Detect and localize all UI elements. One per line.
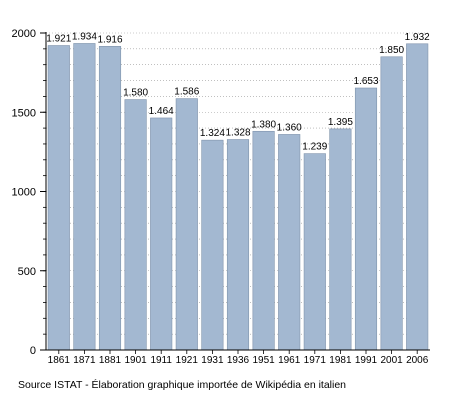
y-tick-label: 1000 — [12, 187, 36, 199]
value-label-1861: 1.921 — [46, 34, 71, 45]
x-tick-label-1881: 1881 — [99, 355, 122, 366]
bars — [47, 43, 429, 351]
x-tick-label-1931: 1931 — [201, 355, 224, 366]
x-tick-label-1971: 1971 — [304, 355, 327, 366]
x-tick-label-1911: 1911 — [150, 355, 172, 366]
value-label-1881: 1.916 — [97, 34, 122, 45]
x-tick-label-1951: 1951 — [252, 355, 275, 366]
bar-2006 — [406, 43, 429, 351]
value-label-1921: 1.586 — [174, 87, 199, 98]
x-tick-label-1981: 1981 — [329, 355, 352, 366]
y-tick-label: 500 — [18, 266, 36, 278]
value-label-2006: 1.932 — [405, 32, 430, 43]
value-label-1931: 1.324 — [200, 128, 225, 139]
x-tick-label-1991: 1991 — [355, 355, 378, 366]
x-tick-label-1921: 1921 — [176, 355, 199, 366]
y-tick-label: 0 — [30, 345, 36, 357]
x-tick-label-1961: 1961 — [278, 355, 301, 366]
x-tick-label-1871: 1871 — [73, 355, 96, 366]
x-tick-label-1936: 1936 — [227, 355, 250, 366]
bar-1951 — [252, 130, 275, 351]
value-label-1901: 1.580 — [123, 88, 148, 99]
value-label-1951: 1.380 — [251, 119, 276, 130]
value-label-1981: 1.395 — [328, 117, 353, 128]
bar-1901 — [124, 99, 147, 351]
bar-1921 — [175, 98, 198, 351]
bar-1911 — [150, 117, 173, 351]
bar-1936 — [226, 139, 250, 351]
x-tick-label-2001: 2001 — [380, 355, 403, 366]
bar-1871 — [73, 43, 96, 351]
y-tick-label: 2000 — [12, 28, 36, 40]
value-label-2001: 1.850 — [379, 45, 404, 56]
bar-2001 — [380, 56, 403, 351]
x-tick-label-2006: 2006 — [406, 355, 429, 366]
bar-1991 — [354, 87, 378, 351]
x-axis-ticks: 1861 1871 1881 1901 1911 1921 1931 1936 1951 1961… — [48, 350, 429, 366]
y-tick-label: 1500 — [12, 107, 36, 119]
value-label-1871: 1.934 — [72, 31, 97, 42]
value-label-1911: 1.464 — [149, 106, 174, 117]
value-label-1971: 1.239 — [302, 142, 327, 153]
bar-1881 — [98, 46, 122, 351]
x-tick-label-1901: 1901 — [124, 355, 147, 366]
x-tick-label-1861: 1861 — [48, 355, 71, 366]
bar-1931 — [201, 139, 224, 351]
bar-1961 — [278, 134, 301, 351]
source-note: Source ISTAT - Élaboration graphique imp… — [18, 379, 347, 391]
value-label-1961: 1.360 — [277, 122, 302, 133]
value-label-1936: 1.328 — [225, 128, 250, 139]
bar-1861 — [47, 45, 70, 351]
bar-1971 — [303, 153, 326, 351]
y-axis-ticks: 0 500 1000 1500 2000 — [12, 28, 46, 357]
bar-1981 — [329, 128, 352, 351]
value-label-1991: 1.653 — [353, 76, 378, 87]
